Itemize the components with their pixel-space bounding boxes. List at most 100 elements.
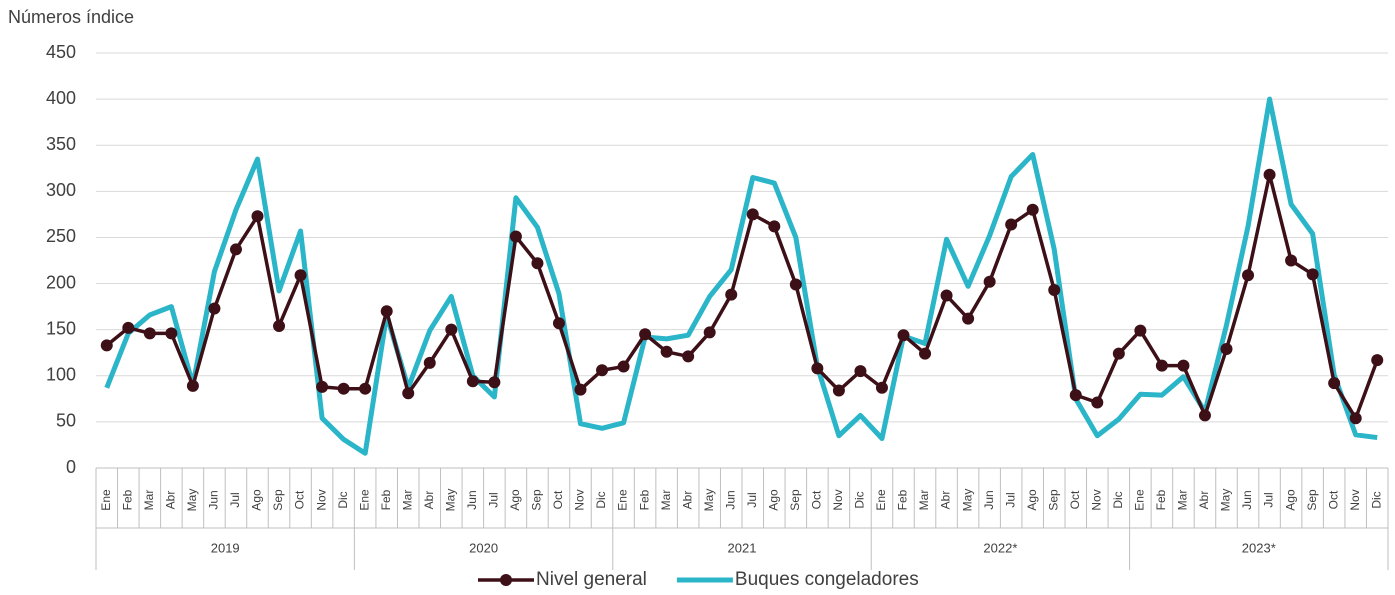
data-point: [552, 317, 565, 330]
x-tick-label: Jul: [228, 492, 242, 507]
year-label: 2021: [728, 540, 757, 555]
x-tick-label: Nov: [314, 489, 328, 510]
data-point: [983, 275, 996, 288]
x-tick-label: Sep: [1305, 489, 1319, 511]
x-tick-label: Sep: [1046, 489, 1060, 511]
data-point: [337, 382, 350, 395]
y-tick-label: 50: [56, 411, 76, 431]
data-point: [682, 350, 695, 363]
data-point: [1091, 396, 1104, 409]
x-tick-label: Jul: [745, 492, 759, 507]
data-point: [617, 360, 630, 373]
x-tick-label: Abr: [164, 491, 178, 510]
x-tick-label: Nov: [1089, 489, 1103, 510]
year-label: 2020: [469, 540, 498, 555]
x-tick-label: Mar: [917, 490, 931, 511]
x-tick-label: Ene: [874, 489, 888, 511]
x-tick-label: Ene: [616, 489, 630, 511]
data-point: [1285, 254, 1298, 267]
x-tick-label: Feb: [637, 489, 651, 510]
x-tick-label: Jun: [465, 490, 479, 509]
x-tick-label: Ago: [1025, 489, 1039, 511]
x-tick-label: Nov: [573, 489, 587, 510]
data-point: [574, 383, 587, 396]
data-point: [1306, 268, 1319, 281]
x-tick-label: Jul: [487, 492, 501, 507]
data-point: [832, 384, 845, 397]
data-point: [466, 375, 479, 388]
data-point: [488, 376, 501, 389]
y-tick-label: 0: [66, 457, 76, 477]
x-tick-label: Abr: [680, 491, 694, 510]
year-label: 2022*: [983, 540, 1017, 555]
x-tick-label: Dic: [594, 491, 608, 508]
data-point: [1242, 269, 1255, 282]
data-point: [639, 328, 652, 341]
x-tick-label: Jul: [1262, 492, 1276, 507]
x-tick-label: Ago: [766, 489, 780, 511]
x-tick-label: Ago: [250, 489, 264, 511]
x-tick-label: Sep: [788, 489, 802, 511]
data-point: [897, 329, 910, 342]
data-point: [746, 208, 759, 221]
x-tick-label: Ago: [1283, 489, 1297, 511]
data-point: [1026, 203, 1039, 216]
y-axis-title: Números índice: [8, 7, 134, 27]
x-tick-label: Jun: [723, 490, 737, 509]
x-tick-label: Mar: [400, 490, 414, 511]
y-tick-label: 400: [46, 88, 76, 108]
x-tick-label: Dic: [1369, 491, 1383, 508]
year-label: 2023*: [1242, 540, 1276, 555]
data-point: [940, 289, 953, 302]
x-tick-label: Nov: [1348, 489, 1362, 510]
y-tick-label: 100: [46, 365, 76, 385]
legend-label: Nivel general: [536, 569, 647, 590]
x-tick-label: Abr: [422, 491, 436, 510]
data-point: [208, 302, 221, 315]
y-tick-label: 350: [46, 134, 76, 154]
data-point: [251, 210, 264, 223]
data-point: [1328, 377, 1341, 390]
y-tick-label: 450: [46, 42, 76, 62]
x-tick-label: Jul: [1003, 492, 1017, 507]
data-point: [811, 362, 824, 375]
data-point: [402, 387, 415, 400]
data-point: [703, 326, 716, 339]
y-tick-label: 250: [46, 226, 76, 246]
x-tick-label: Ago: [508, 489, 522, 511]
x-tick-label: Dic: [336, 491, 350, 508]
data-point: [1220, 343, 1233, 356]
data-point: [423, 356, 436, 369]
data-point: [1177, 359, 1190, 372]
legend: Nivel general Buques congeladores: [478, 569, 919, 590]
x-tick-label: Dic: [853, 491, 867, 508]
x-tick-label: Oct: [293, 490, 307, 509]
x-tick-label: May: [702, 489, 716, 512]
x-tick-label: Mar: [659, 490, 673, 511]
data-point: [919, 347, 932, 360]
data-point: [509, 230, 522, 243]
x-tick-label: Ene: [357, 489, 371, 511]
x-tick-label: Feb: [120, 489, 134, 510]
data-point: [1134, 324, 1147, 337]
x-tick-label: Ene: [1133, 489, 1147, 511]
legend-marker: [500, 574, 512, 586]
data-point: [1048, 284, 1061, 297]
data-point: [445, 323, 458, 336]
x-tick-label: Sep: [530, 489, 544, 511]
data-point: [1198, 409, 1211, 422]
year-label: 2019: [211, 540, 240, 555]
data-point: [1155, 359, 1168, 372]
data-point: [359, 382, 372, 395]
data-point: [531, 257, 544, 270]
x-tick-label: Jun: [982, 490, 996, 509]
data-point: [768, 220, 781, 233]
y-tick-label: 300: [46, 180, 76, 200]
x-tick-label: Mar: [142, 490, 156, 511]
x-tick-label: Jun: [207, 490, 221, 509]
x-tick-label: Oct: [1326, 490, 1340, 509]
x-tick-label: May: [185, 489, 199, 512]
data-point: [380, 305, 393, 318]
